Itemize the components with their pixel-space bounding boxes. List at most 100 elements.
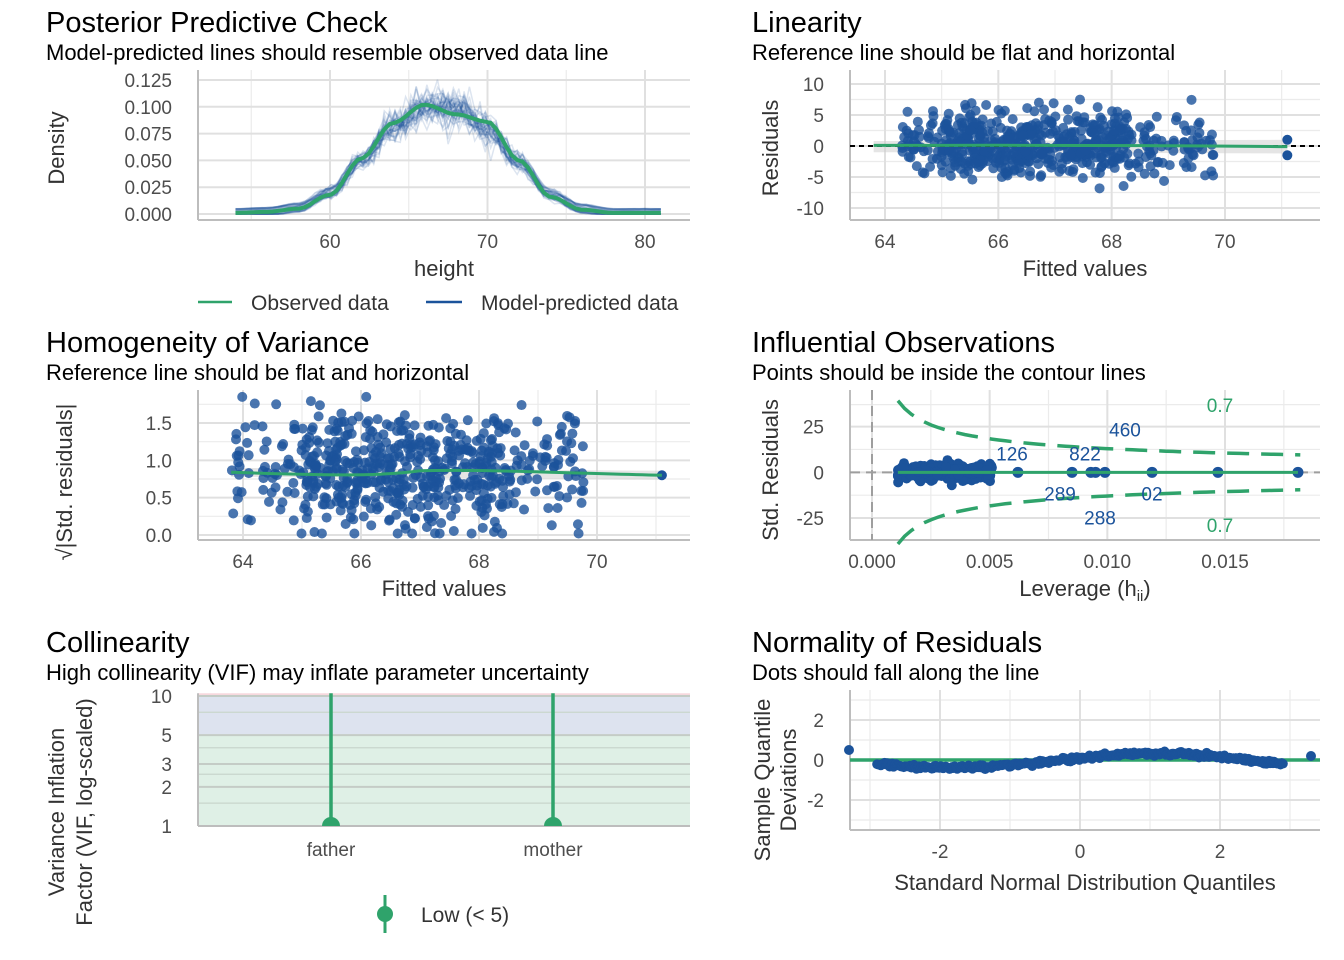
- std-residual-point: [447, 495, 458, 506]
- vif-point: [544, 817, 562, 826]
- collinearity-panel: 1 23 5 10 father mother: [151, 687, 690, 861]
- influential-x-tick-label: 0.000: [848, 552, 896, 573]
- collinearity-x-tick-label: mother: [523, 840, 583, 861]
- std-residual-point: [488, 416, 499, 427]
- std-residual-point: [321, 479, 332, 490]
- std-residual-point: [296, 528, 307, 539]
- std-residual-point: [401, 461, 412, 472]
- std-residual-point: [352, 483, 363, 494]
- residual-point: [1088, 128, 1099, 139]
- linearity-y-label: Residuals: [758, 100, 783, 197]
- std-residual-point: [349, 498, 360, 509]
- std-residual-point: [321, 450, 332, 461]
- contour-label-upper: 0.7: [1207, 396, 1233, 417]
- residual-point: [1159, 175, 1170, 186]
- std-residual-point: [527, 448, 538, 459]
- std-residual-point: [576, 485, 587, 496]
- homogeneity-panel: 64 66 68 70 0.0 0.5 1.0 1.5: [146, 390, 690, 573]
- std-residual-point: [516, 475, 527, 486]
- residual-point: [1000, 162, 1011, 173]
- std-residual-point: [497, 475, 508, 486]
- std-residual-point: [548, 462, 559, 473]
- std-residual-point: [368, 449, 379, 460]
- predicted-density-line: [235, 91, 661, 215]
- residual-point: [965, 125, 976, 136]
- std-residual-point: [306, 425, 317, 436]
- linearity-y-tick-label: -5: [807, 168, 824, 189]
- predicted-density-line: [235, 101, 661, 215]
- std-residual-point: [309, 527, 320, 538]
- std-residual-point: [423, 491, 434, 502]
- residual-point: [1143, 119, 1154, 130]
- residual-point: [937, 167, 948, 178]
- loess-line: [231, 468, 662, 477]
- residual-point: [1133, 148, 1144, 159]
- std-residual-point: [353, 411, 364, 422]
- influential-x-label-sub: ii: [1137, 588, 1144, 605]
- std-residual-point: [243, 450, 254, 461]
- homogeneity-y-tick-label: 1.5: [146, 414, 172, 435]
- linearity-title: Linearity: [752, 7, 862, 39]
- residual-point: [925, 161, 936, 172]
- ppc-x-tick-label: 80: [634, 232, 655, 253]
- predicted-density-line: [235, 92, 661, 215]
- residual-point: [970, 105, 981, 116]
- collinearity-y-tick-label: 2: [161, 778, 172, 799]
- std-residual-point: [321, 512, 332, 523]
- residual-point: [1141, 133, 1152, 144]
- residual-point: [1171, 111, 1182, 122]
- linearity-y-tick-label: 5: [813, 106, 824, 127]
- std-residual-point: [310, 464, 321, 475]
- residual-point: [1063, 114, 1074, 125]
- normality-y-tick-label: -2: [807, 791, 824, 812]
- qq-point: [1278, 758, 1288, 769]
- residual-point: [1194, 117, 1205, 128]
- normality-y-label: Sample QuantileDeviations: [750, 699, 801, 862]
- std-residual-point: [415, 501, 426, 512]
- influential-title: Influential Observations: [752, 327, 1055, 359]
- std-residual-point: [553, 454, 564, 465]
- std-residual-point: [361, 391, 372, 402]
- std-residual-point: [519, 440, 530, 451]
- std-residual-point: [471, 435, 482, 446]
- residual-point: [1092, 102, 1103, 113]
- residual-point: [1058, 122, 1069, 133]
- std-residual-point: [288, 515, 299, 526]
- linearity-x-label: Fitted values: [1023, 256, 1148, 281]
- std-residual-point: [423, 500, 434, 511]
- residual-point: [1151, 111, 1162, 122]
- std-residual-point: [567, 428, 578, 439]
- std-residual-point: [429, 528, 440, 539]
- normality-x-tick-label: -2: [932, 842, 949, 863]
- linearity-x-tick-label: 70: [1214, 232, 1235, 253]
- residual-point: [1200, 170, 1211, 181]
- predicted-density-line: [235, 94, 661, 215]
- moderate-vif-zone: [198, 696, 690, 736]
- y-label-line: Sample Quantile: [750, 699, 775, 862]
- std-residual-point: [398, 474, 409, 485]
- observed-density-line: [235, 102, 661, 215]
- residual-point: [927, 153, 938, 164]
- residual-point: [993, 105, 1004, 116]
- linearity-panel: 64 66 68 70 -10 -5 0 5 10: [797, 70, 1320, 253]
- std-residual-point: [441, 413, 452, 424]
- std-residual-point: [313, 411, 324, 422]
- residual-point: [1039, 104, 1050, 115]
- residual-point: [1126, 171, 1137, 182]
- residual-point: [1036, 170, 1047, 181]
- std-residual-point: [258, 473, 269, 484]
- influential-x-label-main: Leverage (h: [1019, 576, 1136, 601]
- std-residual-point: [577, 441, 588, 452]
- residual-point: [1033, 97, 1044, 108]
- influential-y-tick-label: 25: [803, 418, 824, 439]
- std-residual-point: [423, 420, 434, 431]
- ppc-y-tick-label: 0.075: [124, 125, 172, 146]
- std-residual-point: [433, 422, 444, 433]
- residual-point: [1065, 149, 1076, 160]
- residual-point: [948, 146, 959, 157]
- std-residual-point: [532, 474, 543, 485]
- qq-point: [844, 745, 854, 755]
- residual-point: [1018, 130, 1029, 141]
- std-residual-point: [486, 492, 497, 503]
- std-residual-point: [314, 400, 325, 411]
